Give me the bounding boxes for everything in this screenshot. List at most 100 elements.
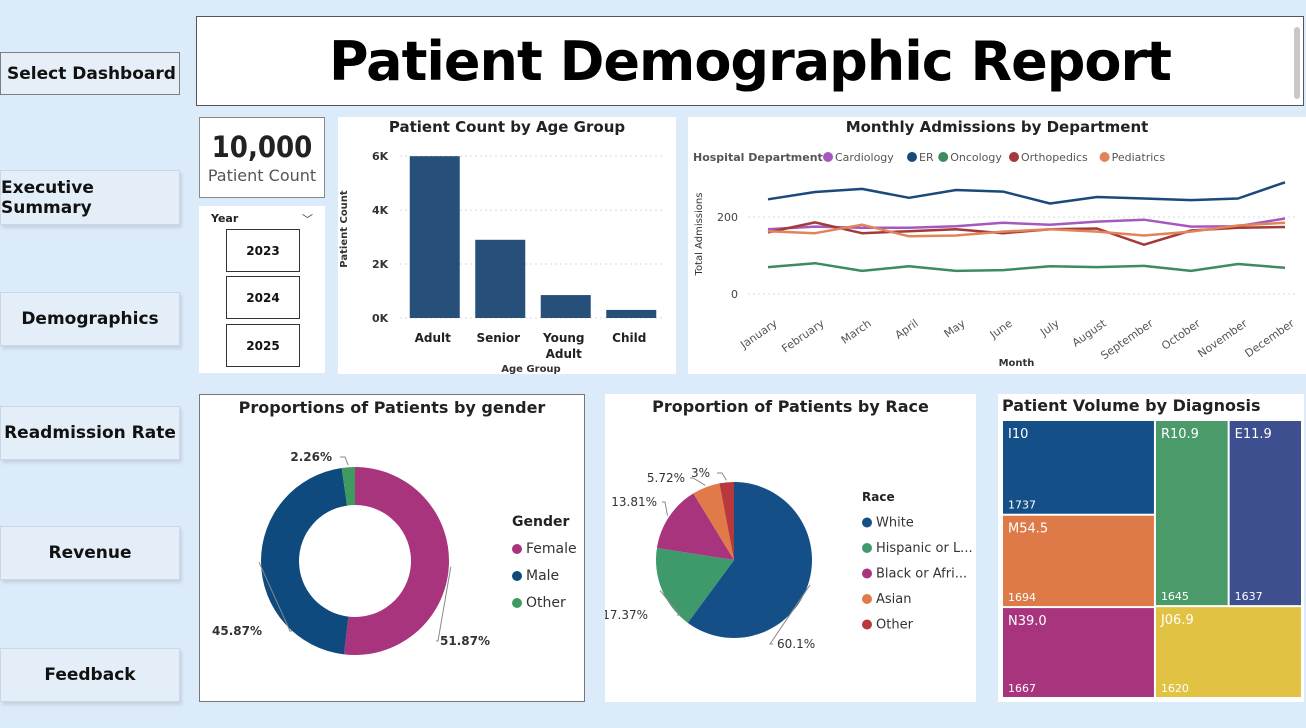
bar-young-adult bbox=[540, 295, 591, 318]
monthly-admissions-line-chart: 0 200 Hospital Department Cardiology ER Oncol… bbox=[693, 151, 1298, 369]
treemap-cell-r10-9 bbox=[1155, 421, 1228, 606]
legend-item: Black or Afri... bbox=[876, 567, 967, 582]
race-chart-title: Proportion of Patients by Race bbox=[652, 397, 929, 416]
title-scrollbar[interactable] bbox=[1294, 27, 1300, 99]
treemap-label: N39.0 bbox=[1008, 614, 1047, 629]
y-tick-label: 2K bbox=[372, 258, 389, 271]
x-tick-label: March bbox=[839, 317, 874, 347]
x-tick-label: May bbox=[942, 317, 968, 341]
treemap-cell-e11-9 bbox=[1229, 421, 1301, 606]
series-line-oncology bbox=[767, 261, 1286, 273]
bar-child bbox=[606, 309, 657, 318]
x-tick-label: February bbox=[779, 317, 827, 356]
chevron-down-icon[interactable]: ﹀ bbox=[302, 213, 313, 226]
slice-hispanic-or-l- bbox=[656, 547, 734, 623]
nav-demographics-button[interactable]: Demographics bbox=[0, 292, 180, 346]
bar-adult bbox=[409, 156, 460, 318]
legend-item-er: ER bbox=[919, 151, 934, 164]
treemap-cell-i10 bbox=[1003, 421, 1154, 514]
y-axis-label: Total Admissions bbox=[694, 193, 705, 277]
legend-item: Hispanic or L... bbox=[876, 541, 973, 556]
year-2025-button[interactable]: 2025 bbox=[226, 324, 300, 367]
legend-item: Male bbox=[526, 568, 559, 584]
legend-marker bbox=[1009, 152, 1019, 162]
x-tick-label: Adult bbox=[546, 347, 583, 361]
series-line-pediatrics bbox=[767, 221, 1286, 238]
leader-line bbox=[659, 590, 682, 616]
nav-label: Executive Summary bbox=[1, 177, 94, 218]
legend-marker bbox=[938, 152, 949, 162]
gender-chart-title: Proportions of Patients by gender bbox=[238, 398, 546, 417]
x-tick-label: August bbox=[1070, 316, 1110, 349]
legend-marker bbox=[1099, 152, 1110, 162]
leader-line bbox=[340, 456, 349, 466]
value-label: 3% bbox=[691, 466, 710, 480]
race-pie-chart: 60.1% 17.37% 13.81% 5.72% 3% Race White Hispani… bbox=[605, 466, 973, 651]
legend-title: Race bbox=[862, 490, 895, 504]
nav-readmission-rate-button[interactable]: Readmission Rate bbox=[0, 406, 180, 460]
age-group-chart-card: Patient Count by Age Group 0K 2K 4K 6K Adult… bbox=[338, 117, 676, 374]
legend-item-orthopedics: Orthopedics bbox=[1021, 151, 1088, 164]
gender-donut-chart: 51.87% 45.87% 2.26% Gender Female Male Other bbox=[212, 450, 577, 655]
select-dashboard-label: Select Dashboard bbox=[0, 52, 180, 95]
legend-item: Other bbox=[526, 595, 566, 611]
treemap-value: 1620 bbox=[1161, 682, 1189, 695]
patient-count-value: 10,000 bbox=[211, 130, 313, 164]
x-tick-label: December bbox=[1243, 317, 1298, 361]
legend-marker bbox=[862, 619, 872, 630]
treemap-label: I10 bbox=[1008, 427, 1028, 442]
value-label: 17.37% bbox=[605, 608, 648, 622]
legend-marker bbox=[512, 598, 522, 608]
y-tick-label: 4K bbox=[372, 204, 389, 217]
x-tick-label: September bbox=[1098, 317, 1156, 363]
value-label: 60.1% bbox=[777, 637, 815, 651]
diagnosis-treemap-title: Patient Volume by Diagnosis bbox=[1002, 396, 1261, 415]
treemap-value: 1645 bbox=[1161, 590, 1189, 603]
treemap-label: M54.5 bbox=[1008, 522, 1048, 537]
treemap-value: 1694 bbox=[1008, 591, 1036, 604]
year-2023-button[interactable]: 2023 bbox=[226, 229, 300, 272]
legend-item-oncology: Oncology bbox=[950, 151, 1002, 164]
nav-label: Feedback bbox=[44, 665, 136, 685]
year-2024-button[interactable]: 2024 bbox=[226, 276, 300, 319]
legend-marker bbox=[862, 594, 872, 604]
legend-item-pediatrics: Pediatrics bbox=[1112, 151, 1166, 164]
leader-line bbox=[662, 501, 668, 516]
legend-item: Female bbox=[526, 541, 577, 557]
patient-count-label: Patient Count bbox=[207, 166, 317, 185]
slice-white bbox=[687, 482, 812, 638]
treemap-cell-j06-9 bbox=[1155, 607, 1301, 697]
x-tick-label: Senior bbox=[476, 331, 520, 345]
value-label: 45.87% bbox=[212, 624, 262, 638]
y-axis-label: Patient Count bbox=[339, 190, 350, 268]
gender-chart-card: Proportions of Patients by gender 51.87%… bbox=[199, 394, 585, 702]
treemap-value: 1667 bbox=[1008, 682, 1036, 695]
value-label: 51.87% bbox=[440, 634, 490, 648]
x-axis-label: Age Group bbox=[501, 364, 560, 374]
year-slicer-label: Year bbox=[211, 212, 239, 225]
y-tick-label: 6K bbox=[372, 150, 389, 163]
x-tick-label: November bbox=[1195, 317, 1250, 361]
nav-executive-summary-button[interactable]: Executive Summary bbox=[0, 170, 180, 225]
legend-item-cardiology: Cardiology bbox=[835, 151, 894, 164]
legend-marker bbox=[823, 152, 833, 162]
leader-line bbox=[717, 472, 727, 481]
value-label: 2.26% bbox=[290, 450, 332, 464]
legend-item: Asian bbox=[876, 592, 911, 607]
treemap-cell-n39-0 bbox=[1003, 608, 1154, 697]
slice-black-or-afri- bbox=[656, 493, 734, 560]
x-axis-label: Month bbox=[999, 358, 1035, 369]
nav-revenue-button[interactable]: Revenue bbox=[0, 526, 180, 580]
treemap-label: E11.9 bbox=[1235, 427, 1272, 442]
leader-line bbox=[436, 566, 452, 642]
leader-line bbox=[258, 561, 292, 632]
slice-other bbox=[341, 467, 355, 506]
slice-female bbox=[343, 467, 449, 655]
nav-feedback-button[interactable]: Feedback bbox=[0, 648, 180, 702]
race-chart-card: Proportion of Patients by Race 60.1% 17.3… bbox=[605, 394, 976, 702]
legend-marker bbox=[512, 544, 522, 554]
x-tick-label: Young bbox=[542, 331, 585, 345]
treemap-label: J06.9 bbox=[1160, 613, 1194, 628]
legend-item: White bbox=[876, 516, 914, 531]
y-tick-label: 0 bbox=[731, 288, 738, 301]
